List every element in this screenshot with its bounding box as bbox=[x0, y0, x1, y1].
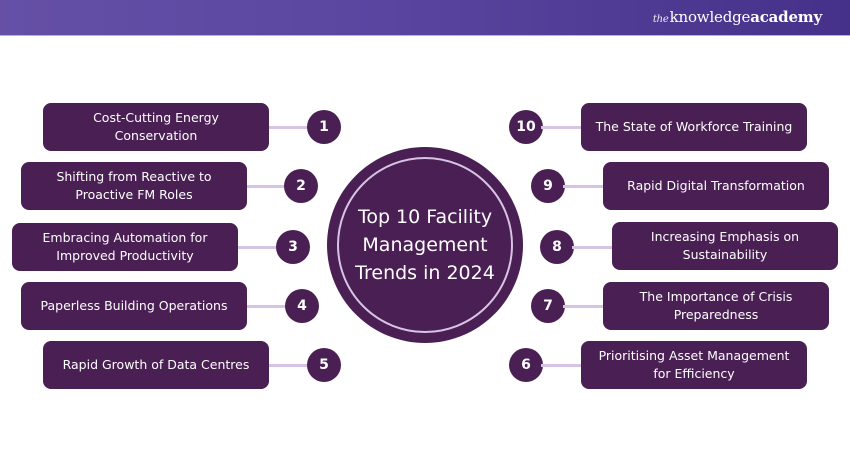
trend-label: Cost-Cutting Energy Conservation bbox=[93, 110, 219, 143]
trend-label: Increasing Emphasis on Sustainability bbox=[650, 229, 800, 262]
trend-label: Rapid Growth of Data Centres bbox=[62, 357, 250, 372]
brand-prefix: the bbox=[652, 14, 669, 25]
trend-label: The State of Workforce Training bbox=[595, 119, 793, 134]
connector-9 bbox=[563, 185, 605, 188]
trend-box-3: Embracing Automation for Improved Produc… bbox=[12, 223, 238, 271]
trend-label: Embracing Automation for Improved Produc… bbox=[42, 230, 208, 263]
center-ring: Top 10 Facility Management Trends in 202… bbox=[337, 157, 513, 333]
number-badge-6: 6 bbox=[509, 348, 543, 382]
connector-8 bbox=[572, 246, 614, 249]
center-circle: Top 10 Facility Management Trends in 202… bbox=[327, 147, 523, 343]
header-bar: theknowledgeacademy bbox=[0, 0, 850, 36]
brand-main: knowledge bbox=[669, 8, 751, 26]
trend-box-5: Rapid Growth of Data Centres bbox=[43, 341, 269, 389]
number-badge-2: 2 bbox=[284, 169, 318, 203]
connector-5 bbox=[269, 364, 309, 367]
number-badge-3: 3 bbox=[276, 230, 310, 264]
brand-logo[interactable]: theknowledgeacademy bbox=[653, 8, 822, 26]
trend-label: The Importance of Crisis Preparedness bbox=[639, 289, 793, 322]
trend-label: Rapid Digital Transformation bbox=[627, 178, 805, 193]
trend-box-1: Cost-Cutting Energy Conservation bbox=[43, 103, 269, 151]
trend-box-9: Rapid Digital Transformation bbox=[603, 162, 829, 210]
trend-box-4: Paperless Building Operations bbox=[21, 282, 247, 330]
trend-box-8: Increasing Emphasis on Sustainability bbox=[612, 222, 838, 270]
trend-label: Paperless Building Operations bbox=[40, 298, 228, 313]
connector-10 bbox=[541, 126, 583, 129]
trend-label: Shifting from Reactive to Proactive FM R… bbox=[56, 169, 212, 202]
connector-4 bbox=[247, 305, 287, 308]
connector-1 bbox=[269, 126, 309, 129]
number-badge-8: 8 bbox=[540, 230, 574, 264]
number-badge-4: 4 bbox=[285, 289, 319, 323]
trend-box-2: Shifting from Reactive to Proactive FM R… bbox=[21, 162, 247, 210]
trend-box-7: The Importance of Crisis Preparedness bbox=[603, 282, 829, 330]
trend-label: Prioritising Asset Management for Effici… bbox=[598, 348, 790, 381]
number-badge-1: 1 bbox=[307, 110, 341, 144]
connector-2 bbox=[247, 185, 287, 188]
number-badge-10: 10 bbox=[509, 110, 543, 144]
number-badge-7: 7 bbox=[531, 289, 565, 323]
trend-box-6: Prioritising Asset Management for Effici… bbox=[581, 341, 807, 389]
number-badge-5: 5 bbox=[307, 348, 341, 382]
number-badge-9: 9 bbox=[531, 169, 565, 203]
connector-3 bbox=[238, 246, 278, 249]
trend-box-10: The State of Workforce Training bbox=[581, 103, 807, 151]
connector-7 bbox=[563, 305, 605, 308]
infographic-title: Top 10 Facility Management Trends in 202… bbox=[355, 206, 495, 284]
connector-6 bbox=[541, 364, 583, 367]
brand-suffix: academy bbox=[750, 8, 822, 26]
